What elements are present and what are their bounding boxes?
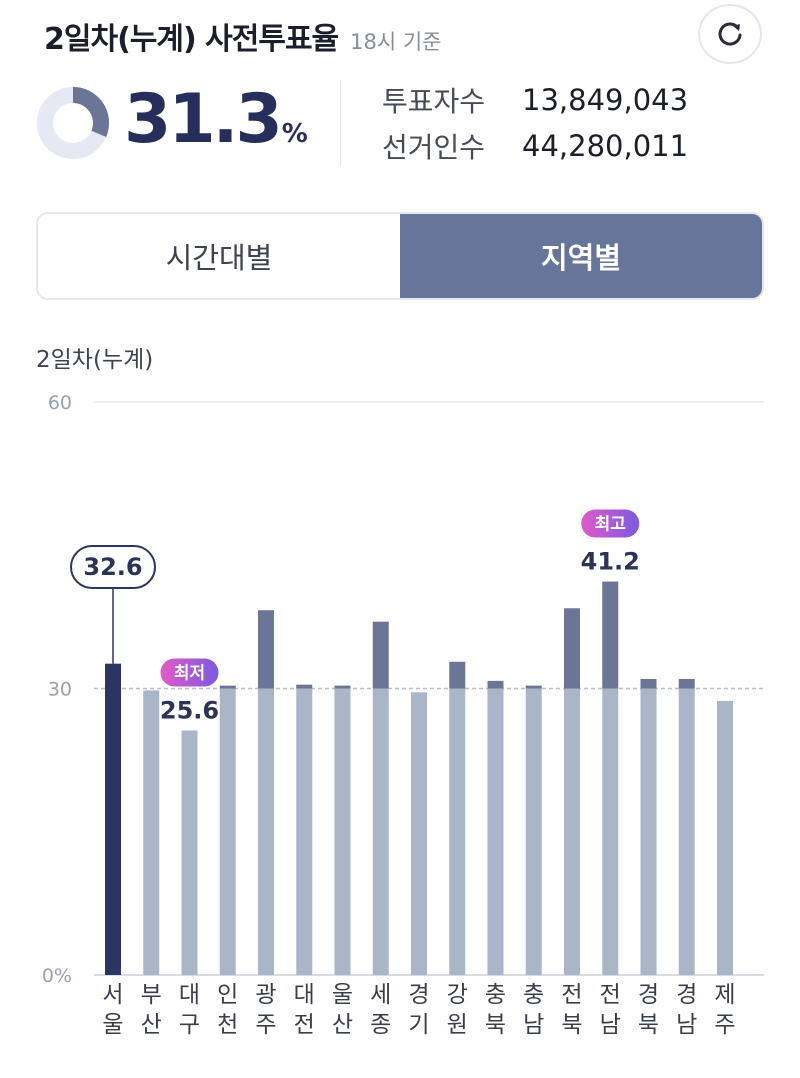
x-tick-label: 기 <box>408 1012 429 1038</box>
data-label: 25.6 <box>160 697 219 725</box>
bar-충북[interactable] <box>487 688 504 976</box>
x-tick-label: 남 <box>676 1012 697 1038</box>
x-tick-label: 북 <box>638 1012 659 1038</box>
electorate-label: 선거인수 <box>382 131 486 164</box>
bar-excess-경북 <box>640 678 657 689</box>
x-tick-label: 경 <box>408 982 429 1008</box>
bar-부산[interactable] <box>143 690 160 975</box>
x-tick-label: 북 <box>561 1012 582 1038</box>
bar-경북[interactable] <box>640 688 657 976</box>
x-tick-label: 남 <box>600 1012 621 1038</box>
x-tick-label: 구 <box>179 1012 200 1038</box>
y-tick-label: 0% <box>42 965 72 987</box>
x-tick-label: 종 <box>370 1012 391 1038</box>
bar-excess-전북 <box>564 608 580 689</box>
x-tick-label: 천 <box>217 1012 238 1038</box>
bar-대전[interactable] <box>296 688 313 976</box>
bar-울산[interactable] <box>334 688 351 976</box>
bar-excess-대전 <box>296 684 313 689</box>
regional-turnout-chart: 0%3060서울부산대구인천광주대전울산세종경기강원충북충남전북전남경북경남제주… <box>42 392 764 1038</box>
bar-excess-인천 <box>219 685 236 689</box>
turnout-rate-unit: % <box>281 119 308 149</box>
bar-excess-충북 <box>487 680 504 689</box>
x-tick-label: 울 <box>332 982 353 1008</box>
voters-label: 투표자수 <box>382 85 486 118</box>
x-tick-label: 산 <box>332 1012 353 1038</box>
bar-제주[interactable] <box>717 700 733 975</box>
x-tick-label: 제 <box>714 982 735 1008</box>
x-tick-label: 세 <box>370 982 391 1008</box>
x-tick-label: 충 <box>523 982 544 1008</box>
tooltip-value: 32.6 <box>83 553 142 581</box>
bar-광주[interactable] <box>258 688 274 976</box>
x-tick-label: 전 <box>294 1012 315 1038</box>
bar-충남[interactable] <box>525 688 542 976</box>
time-basis-label: 18시 기준 <box>350 30 442 54</box>
voters-value: 13,849,043 <box>522 83 689 117</box>
bar-excess-세종 <box>372 621 389 689</box>
x-tick-label: 전 <box>561 982 582 1008</box>
x-tick-label: 대 <box>294 982 315 1008</box>
x-tick-label: 경 <box>638 982 659 1008</box>
bar-강원[interactable] <box>449 688 466 976</box>
x-tick-label: 인 <box>217 982 238 1008</box>
x-tick-label: 주 <box>255 1012 276 1038</box>
view-tabs: 시간대별 지역별 <box>36 212 764 300</box>
electorate-value: 44,280,011 <box>522 129 689 163</box>
bar-경남[interactable] <box>678 688 695 976</box>
page-title: 2일차(누계) 사전투표율 <box>44 22 339 57</box>
x-tick-label: 전 <box>600 982 621 1008</box>
x-tick-label: 주 <box>714 1012 735 1038</box>
x-tick-label: 서 <box>102 982 123 1008</box>
bar-excess-충남 <box>525 685 542 689</box>
x-tick-label: 대 <box>179 982 200 1008</box>
y-tick-label: 60 <box>48 392 72 414</box>
x-tick-label: 부 <box>141 982 162 1008</box>
turnout-rate: 31.3 % <box>124 80 308 166</box>
chart-series-label: 2일차(누계) <box>36 347 154 373</box>
x-tick-label: 산 <box>141 1012 162 1038</box>
data-label: 41.2 <box>581 548 640 576</box>
tab-by-time[interactable]: 시간대별 <box>38 214 400 298</box>
x-tick-label: 남 <box>523 1012 544 1038</box>
bar-excess-강원 <box>449 661 466 689</box>
electorate-row: 선거인수 44,280,011 <box>382 126 688 166</box>
x-tick-label: 울 <box>102 1012 123 1038</box>
header: 2일차(누계) 사전투표율 18시 기준 <box>44 14 442 58</box>
annotation-badge <box>581 509 640 538</box>
bar-excess-경남 <box>678 678 695 689</box>
bar-excess-광주 <box>258 610 274 689</box>
x-tick-label: 원 <box>447 1012 468 1038</box>
x-tick-label: 광 <box>255 982 276 1008</box>
bar-인천[interactable] <box>219 688 236 976</box>
bar-서울[interactable] <box>105 663 121 975</box>
bar-excess-울산 <box>334 685 351 689</box>
y-tick-label: 30 <box>48 679 72 701</box>
x-tick-label: 충 <box>485 982 506 1008</box>
tooltip-box <box>70 545 156 589</box>
bar-전북[interactable] <box>564 688 580 976</box>
tab-by-region[interactable]: 지역별 <box>400 214 762 298</box>
bar-전남[interactable] <box>602 688 619 976</box>
annotation-badge-text: 최저 <box>174 664 205 684</box>
bar-excess-전남 <box>602 581 619 689</box>
turnout-rate-value: 31.3 <box>124 80 283 159</box>
bar-세종[interactable] <box>372 688 389 976</box>
annotation-badge-text: 최고 <box>595 515 627 535</box>
turnout-donut <box>37 87 109 159</box>
bar-대구[interactable] <box>181 730 198 975</box>
x-tick-label: 경 <box>676 982 697 1008</box>
summary-divider <box>340 80 341 166</box>
refresh-icon <box>718 22 742 46</box>
voters-row: 투표자수 13,849,043 <box>382 80 688 120</box>
annotation-badge <box>160 658 219 687</box>
x-tick-label: 북 <box>485 1012 506 1038</box>
x-tick-label: 강 <box>447 982 468 1008</box>
bar-경기[interactable] <box>411 692 427 975</box>
refresh-button[interactable] <box>698 4 762 64</box>
